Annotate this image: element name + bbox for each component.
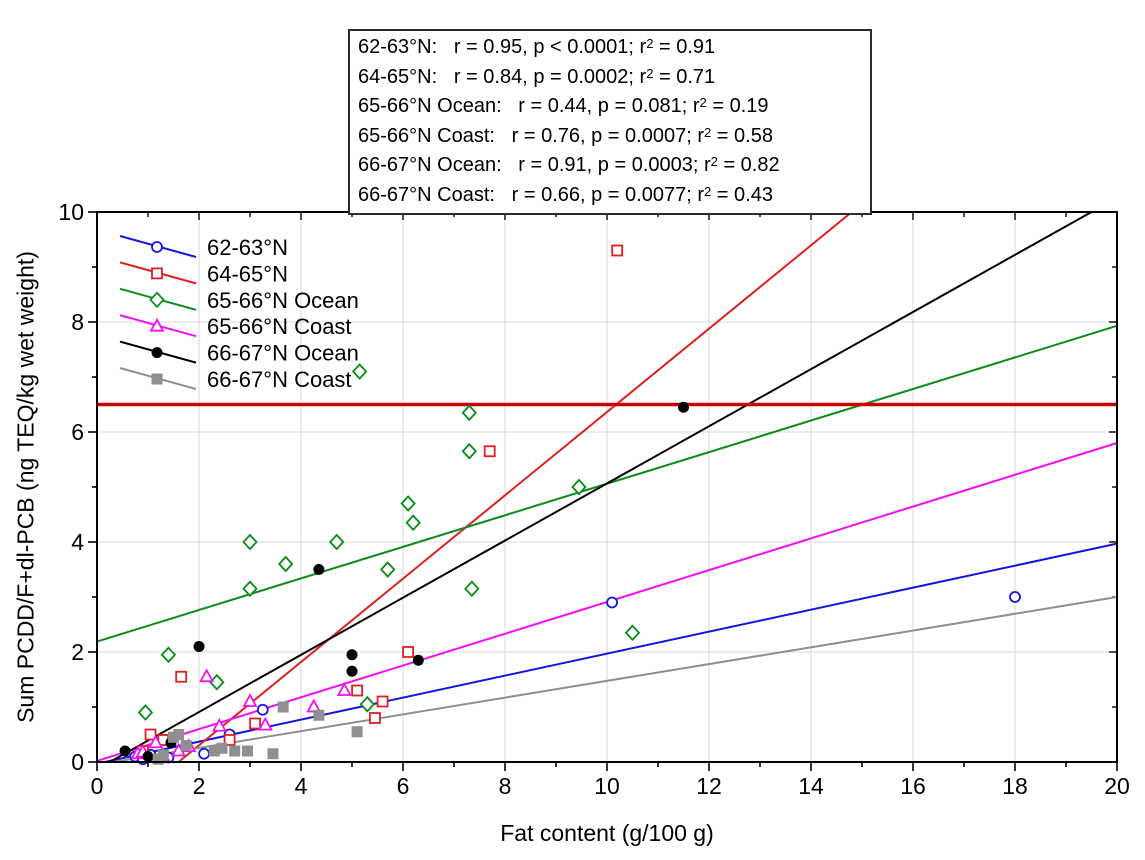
trend-line-66-67-n-ocean [109,211,1092,763]
legend-label: 62-63°N [207,235,288,260]
data-point-65-66-n-ocean [464,580,480,598]
data-point-65-66-n-coast [257,716,273,731]
x-tick-label: 10 [594,773,620,799]
y-tick-label: 0 [71,749,84,775]
data-point-66-67-n-coast [241,745,253,757]
y-tick-label: 8 [71,309,84,335]
data-point-66-67-n-coast [216,742,228,754]
data-point-65-66-n-ocean [137,704,154,721]
x-tick-label: 4 [295,773,308,799]
data-point-65-66-n-ocean [209,673,225,691]
data-point-65-66-n-ocean [359,695,376,713]
data-point-65-66-n-ocean [351,363,368,380]
data-point-66-67-n-ocean [119,745,131,757]
data-point-66-67-n-ocean [678,401,689,413]
data-point-64-65-n [611,244,624,257]
data-point-65-66-n-ocean [379,561,396,578]
trend-line-62-63-n [104,542,1118,763]
data-point-62-63-n [1009,591,1021,603]
legend-marker-diamond-open [149,291,165,309]
legend-marker-circle-filled [151,347,163,359]
data-point-66-67-n-coast [229,745,241,757]
data-point-64-65-n [144,728,157,741]
data-point-64-65-n [249,717,262,730]
data-point-66-67-n-ocean [313,564,325,575]
trend-line-66-67-n-coast [113,596,1118,763]
data-point-65-66-n-coast [199,668,215,683]
data-point-62-63-n [256,703,269,716]
legend-label: 65-66°N Coast [207,314,352,339]
x-tick-label: 16 [900,773,926,799]
data-point-66-67-n-ocean [142,751,154,762]
data-point-64-65-n [223,734,236,746]
x-tick-label: 14 [798,773,824,799]
data-point-65-66-n-coast [148,734,164,749]
data-point-65-66-n-ocean [277,555,294,573]
stats-line: 64-65°N: r = 0.84, p = 0.0002; r2 = 0.71 [358,65,716,88]
stats-line: 66-67°N Ocean: r = 0.91, p = 0.0003; r2 … [358,154,780,176]
x-tick-label: 20 [1104,773,1130,799]
data-point-64-65-n [376,695,389,708]
data-point-65-66-n-ocean [242,580,258,598]
data-point-62-63-n [606,596,618,609]
data-point-66-67-n-ocean [193,641,205,652]
y-tick-label: 2 [71,639,84,665]
x-tick-label: 12 [696,773,722,799]
data-point-65-66-n-ocean [461,404,478,422]
x-tick-label: 8 [499,773,512,799]
x-axis-title: Fat content (g/100 g) [500,820,714,846]
stats-line: 65-66°N Ocean: r = 0.44, p = 0.081; r2 =… [358,95,769,117]
y-axis-title: Sum PCDD/F+dl-PCB (ng TEQ/kg wet weight) [12,251,39,723]
data-point-64-65-n [175,670,188,683]
data-point-65-66-n-ocean [571,478,587,496]
data-point-66-67-n-ocean [346,649,358,661]
stats-line: 66-67°N Coast: r = 0.66, p = 0.0077; r2 … [358,183,773,206]
data-point-64-65-n [402,646,415,658]
data-point-65-66-n-coast [211,717,227,732]
data-point-65-66-n-coast [336,682,352,696]
legend-marker-triangle-open [149,317,165,332]
data-point-62-63-n [198,747,211,760]
x-tick-label: 18 [1002,773,1028,799]
data-point-65-66-n-ocean [461,442,478,460]
data-point-65-66-n-coast [242,693,258,707]
legend-marker-square-open [151,267,163,280]
data-point-66-67-n-coast [180,740,192,751]
data-point-66-67-n-coast [208,745,220,757]
y-tick-label: 4 [71,529,84,555]
stats-box: 62-63°N: r = 0.95, p < 0.0001; r2 = 0.91… [348,29,872,215]
data-point-65-66-n-ocean [624,624,641,642]
data-point-65-66-n-ocean [400,495,416,512]
data-point-65-66-n-ocean [160,646,177,664]
legend-label: 66-67°N Ocean [207,341,359,366]
trend-line-64-65-n [177,211,853,763]
stats-line: 65-66°N Coast: r = 0.76, p = 0.0007; r2 … [358,124,773,147]
data-point-66-67-n-coast [267,748,279,760]
legend-label: 64-65°N [207,261,288,286]
data-point-64-65-n [483,445,496,458]
x-tick-label: 2 [193,773,206,799]
x-tick-label: 0 [91,773,104,799]
legend-label: 65-66°N Ocean [207,288,359,313]
data-point-66-67-n-coast [313,709,325,721]
data-point-66-67-n-coast [351,726,363,738]
legend-marker-circle-open [151,241,163,253]
data-point-65-66-n-ocean [242,533,258,551]
data-point-66-67-n-coast [157,749,169,761]
data-point-64-65-n [351,684,364,697]
x-tick-label: 6 [397,773,410,799]
y-tick-label: 6 [71,419,84,445]
stats-line: 62-63°N: r = 0.95, p < 0.0001; r2 = 0.91 [358,36,716,58]
legend-marker-square-filled [151,373,163,385]
data-point-66-67-n-coast [277,701,289,713]
data-point-64-65-n [369,712,381,724]
legend-label: 66-67°N Coast [207,367,352,392]
data-point-66-67-n-coast [173,729,185,740]
data-point-66-67-n-ocean [412,654,424,666]
y-tick-label: 10 [58,199,84,225]
data-point-66-67-n-ocean [346,665,358,677]
data-point-65-66-n-ocean [328,533,345,551]
data-point-65-66-n-ocean [405,514,421,532]
